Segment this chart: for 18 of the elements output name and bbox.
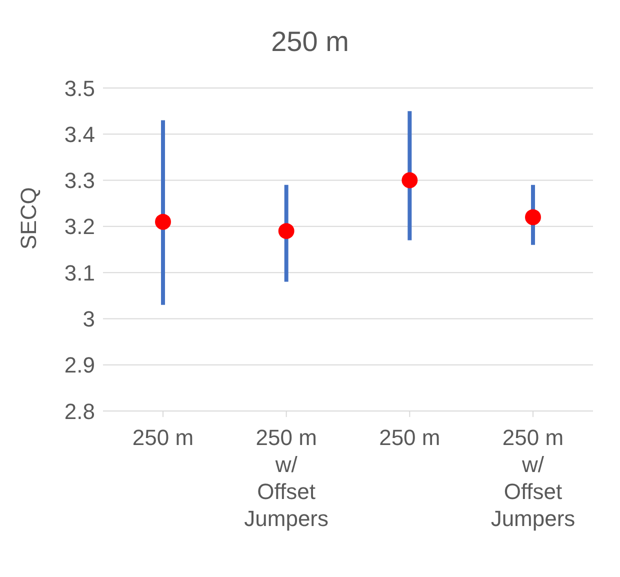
y-tick-label: 3 [82, 306, 95, 332]
point [155, 214, 171, 230]
point [402, 172, 418, 188]
y-tick-label: 3.2 [64, 214, 95, 240]
y-tick-label: 2.8 [64, 398, 95, 424]
y-tick-label: 2.9 [64, 352, 95, 378]
y-tick-label: 3.3 [64, 168, 95, 194]
x-tick-label: 250 m w/ Offset Jumpers [490, 425, 576, 531]
point [525, 209, 541, 226]
chart-title: 250 m [270, 25, 350, 59]
y-tick-label: 3.4 [64, 122, 95, 147]
y-tick-label: 3.1 [64, 260, 95, 286]
x-tick-label: 250 m [132, 425, 194, 450]
y-axis-title: SECQ [16, 187, 41, 250]
x-tick-label: 250 m w/ Offset Jumpers [244, 425, 329, 531]
point [278, 223, 294, 240]
x-tick-label: 250 m [379, 425, 440, 450]
y-tick-label: 3.5 [64, 76, 95, 101]
